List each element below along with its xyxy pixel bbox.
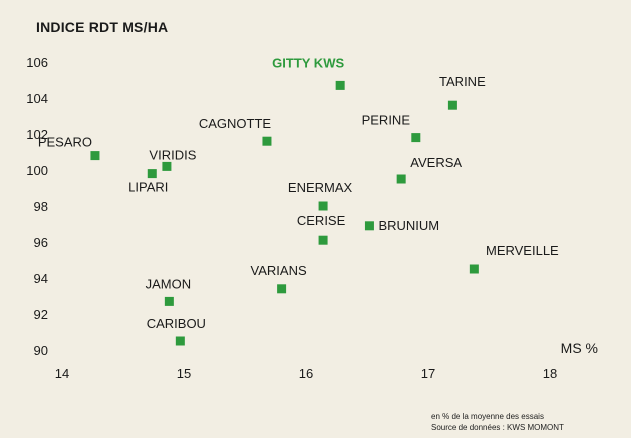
x-tick-label: 15 [177,366,191,381]
point-label-pesaro: PESARO [38,135,92,150]
point-label-brunium: BRUNIUM [378,218,439,233]
point-marker-lipari [147,169,157,179]
note-line-1: en % de la moyenne des essais [431,412,544,421]
point-label-tarine: TARINE [439,74,486,89]
point-label-lipari: LIPARI [128,180,168,195]
point-marker-aversa [396,174,406,184]
point-marker-pesaro [90,151,100,161]
point-marker-brunium [364,221,374,231]
x-tick-label: 17 [421,366,435,381]
point-marker-caribou [175,336,185,346]
x-tick-labels: 14 15 16 17 18 [55,366,557,381]
y-tick-labels: 90 92 94 96 98 100 102 104 106 [26,55,48,358]
y-tick-label: 104 [26,91,48,106]
x-tick-label: 14 [55,366,69,381]
point-label-perine: PERINE [362,113,411,128]
point-label-cagnotte: CAGNOTTE [199,116,272,131]
point-marker-varians [277,284,287,294]
point-marker-viridis [162,161,172,171]
x-tick-label: 16 [299,366,313,381]
point-marker-jamon [164,296,174,306]
point-label-merveille: MERVEILLE [486,243,559,258]
y-tick-label: 100 [26,163,48,178]
point-marker-cerise [318,235,328,245]
point-label-varians: VARIANS [251,263,307,278]
y-tick-label: 96 [34,235,48,250]
point-marker-cagnotte [262,136,272,146]
point-marker-merveille [469,264,479,274]
point-label-enermax: ENERMAX [288,180,353,195]
point-label-aversa: AVERSA [410,155,462,170]
y-tick-label: 92 [34,307,48,322]
point-marker-perine [411,133,421,143]
point-marker-tarine [447,100,457,110]
point-label-cerise: CERISE [297,213,346,228]
y-tick-label: 90 [34,343,48,358]
point-label-viridis: VIRIDIS [149,147,196,162]
point-label-jamon: JAMON [146,276,192,291]
data-points: GITTY KWS TARINE PERINE CAGNOTTE PESARO VIRID… [38,55,559,346]
note-line-2: Source de données : KWS MOMONT [431,423,564,432]
point-label-caribou: CARIBOU [147,316,206,331]
y-tick-label: 98 [34,199,48,214]
x-tick-label: 18 [543,366,557,381]
y-tick-label: 106 [26,55,48,70]
point-marker-enermax [318,201,328,211]
point-marker-gitty-kws [335,80,345,90]
x-axis-title: MS % [561,340,598,356]
point-label-gitty-kws: GITTY KWS [272,55,344,70]
y-axis-title: INDICE RDT MS/HA [36,19,168,35]
y-tick-label: 94 [34,271,48,286]
y-tick-label: 102 [26,127,48,142]
